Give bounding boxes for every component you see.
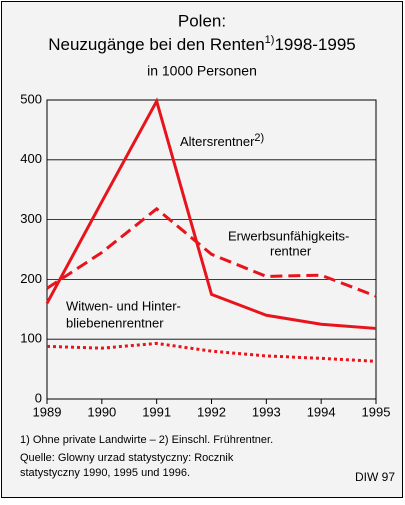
x-tick-label: 1992: [197, 404, 226, 419]
x-tick-label: 1990: [87, 404, 116, 419]
x-tick-label: 1989: [33, 404, 62, 419]
annotation: Witwen- und Hinter-: [66, 298, 181, 313]
y-tick-label: 0: [35, 390, 42, 405]
line-series: [46, 341, 377, 363]
x-tick-label: 1994: [307, 404, 336, 419]
frame: [1, 1, 403, 498]
y-tick-label: 200: [20, 271, 42, 286]
x-tick-label: 1995: [362, 404, 391, 419]
line-series: [46, 206, 377, 298]
line-series: [45, 97, 377, 330]
annotation: bliebenenrentner: [66, 315, 164, 330]
y-tick-label: 500: [20, 91, 42, 106]
x-tick-label: 1991: [142, 404, 171, 419]
footnote: statystyczny 1990, 1995 und 1996.: [20, 467, 190, 479]
y-tick-label: 400: [20, 151, 42, 166]
title-text: Neuzugänge bei den Renten: [48, 35, 264, 54]
chart-title: Neuzugänge bei den Renten1)1998-1995: [48, 34, 356, 55]
annotation: Erwerbsunfähigkeits-: [228, 228, 349, 243]
plot-frame: [46, 99, 377, 400]
chart-title: Polen:: [178, 11, 226, 30]
y-tick-label: 100: [20, 331, 42, 346]
footnote: Quelle: Glowny urzad statystyczny: Roczn…: [20, 452, 234, 464]
annotation: Altersrentner2): [180, 132, 264, 150]
footnote: 1) Ohne private Landwirte – 2) Einschl. …: [20, 434, 273, 446]
title-note: 1): [265, 34, 275, 46]
annotation-text: Altersrentner: [180, 134, 255, 149]
y-tick-label: 300: [20, 211, 42, 226]
x-tick-label: 1993: [252, 404, 281, 419]
title-text: 1998-1995: [274, 35, 355, 54]
annotation: rentner: [270, 243, 312, 258]
subtitle: in 1000 Personen: [147, 63, 257, 79]
annotation-note: 2): [254, 132, 264, 144]
source: DIW 97: [355, 470, 395, 484]
